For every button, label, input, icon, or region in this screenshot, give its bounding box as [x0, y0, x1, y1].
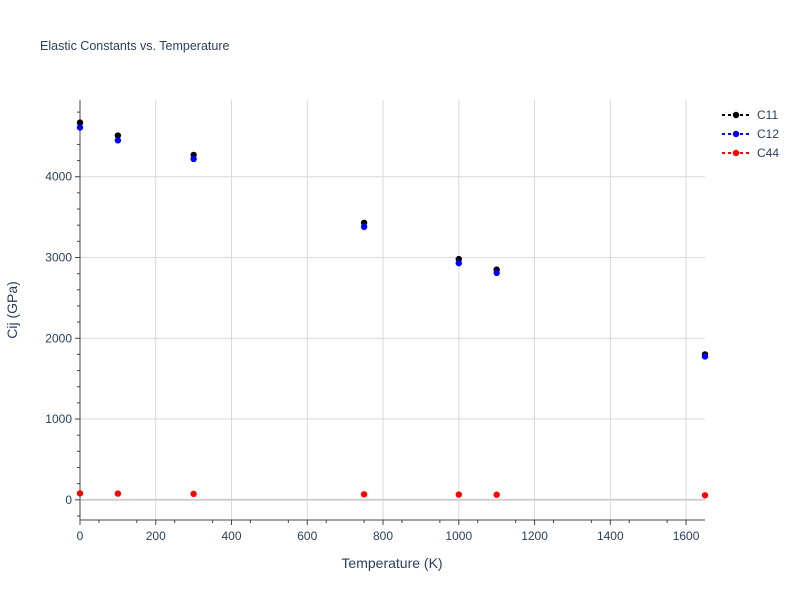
data-point-c12: [76, 124, 84, 131]
chart-title: Elastic Constants vs. Temperature: [40, 39, 229, 53]
y-tick-label: 3000: [45, 251, 72, 265]
data-points: [76, 119, 709, 499]
data-point-c44: [493, 491, 500, 498]
y-tick-label: 2000: [45, 331, 72, 345]
legend-item-c12[interactable]: C12: [722, 127, 779, 141]
x-tick-labels: 0 200 400 600 800 1000 1200 1400 1600: [77, 529, 700, 543]
data-point-c12: [493, 269, 500, 277]
data-point-c44: [190, 490, 197, 498]
data-point-c44: [114, 490, 122, 497]
legend-label: C44: [757, 146, 779, 160]
x-tick-label: 1400: [597, 529, 624, 543]
data-point-c44: [701, 492, 709, 499]
series-c11: [76, 119, 709, 358]
data-point-c44: [360, 491, 368, 498]
series-c12: [76, 124, 709, 360]
y-axis-title: Cij (GPa): [4, 281, 20, 339]
y-tick-labels: 0 1000 2000 3000 4000: [45, 170, 72, 507]
legend: C11 C12 C44: [722, 108, 779, 160]
x-tick-label: 1200: [521, 529, 548, 543]
legend-marker: [732, 149, 740, 157]
data-point-c11: [76, 119, 84, 126]
legend-marker: [732, 130, 740, 138]
series-c44: [76, 490, 709, 499]
data-point-c11: [114, 132, 122, 139]
x-tick-label: 800: [373, 529, 393, 543]
data-point-c12: [701, 353, 709, 360]
x-tick-label: 1000: [445, 529, 472, 543]
data-point-c12: [114, 137, 122, 144]
x-tick-label: 200: [146, 529, 166, 543]
legend-item-c11[interactable]: C11: [722, 108, 778, 122]
grid: [80, 100, 705, 520]
data-point-c12: [455, 259, 462, 267]
x-tick-label: 400: [221, 529, 241, 543]
y-tick-label: 4000: [45, 170, 72, 184]
y-tick-label: 1000: [45, 412, 72, 426]
x-axis-title: Temperature (K): [341, 555, 442, 571]
y-tick-label: 0: [65, 493, 72, 507]
data-point-c44: [455, 491, 462, 498]
legend-item-c44[interactable]: C44: [722, 146, 779, 160]
x-tick-label: 1600: [673, 529, 700, 543]
x-tick-label: 0: [77, 529, 84, 543]
legend-marker: [732, 111, 740, 119]
x-tick-label: 600: [297, 529, 317, 543]
axes: [75, 100, 705, 525]
data-point-c44: [76, 490, 84, 497]
legend-label: C11: [757, 108, 778, 122]
data-point-c12: [190, 155, 197, 163]
legend-label: C12: [757, 127, 779, 141]
data-point-c12: [360, 223, 368, 231]
